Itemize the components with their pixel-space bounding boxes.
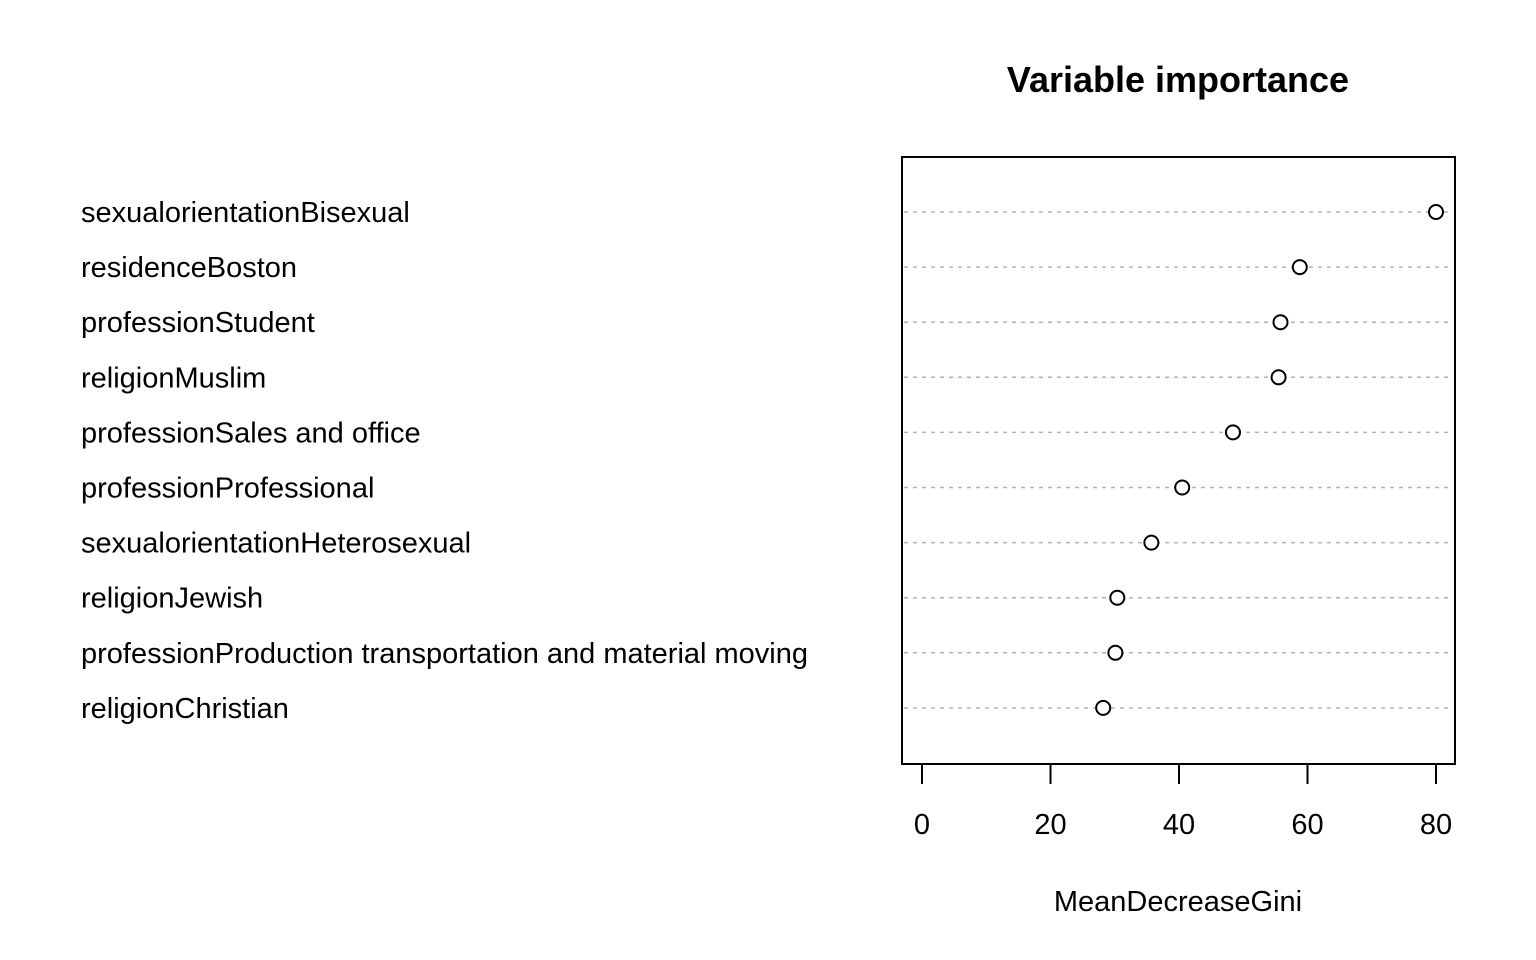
chart-title: Variable importance bbox=[1007, 59, 1349, 100]
data-point bbox=[1270, 369, 1287, 386]
x-axis-label: MeanDecreaseGini bbox=[1054, 886, 1302, 918]
x-tick-label: 40 bbox=[1163, 809, 1195, 841]
data-point bbox=[1291, 259, 1308, 276]
plot-frame bbox=[901, 156, 1456, 765]
variable-label: religionJewish bbox=[81, 583, 263, 615]
variable-label: religionMuslim bbox=[81, 362, 266, 394]
data-point bbox=[1428, 204, 1444, 220]
x-tick-label: 0 bbox=[914, 809, 930, 841]
data-point bbox=[1143, 534, 1160, 551]
x-axis: 0 20 40 60 80 bbox=[914, 763, 1452, 841]
data-point bbox=[1109, 589, 1126, 606]
data-point bbox=[1224, 424, 1241, 441]
data-point bbox=[1107, 644, 1124, 661]
variable-labels: sexualorientationBisexual residenceBoston… bbox=[81, 197, 808, 725]
variable-label: professionSales and office bbox=[81, 417, 421, 449]
data-points bbox=[1095, 204, 1444, 716]
x-tick-label: 80 bbox=[1420, 809, 1452, 841]
data-point bbox=[1174, 479, 1191, 496]
data-point bbox=[1095, 699, 1112, 716]
variable-label: professionProfessional bbox=[81, 473, 374, 505]
variable-label: religionChristian bbox=[81, 693, 289, 725]
variable-label: residenceBoston bbox=[81, 252, 297, 284]
guide-lines bbox=[904, 211, 1453, 709]
data-point bbox=[1272, 314, 1289, 331]
x-tick-label: 60 bbox=[1291, 809, 1323, 841]
variable-label: sexualorientationBisexual bbox=[81, 197, 410, 229]
variable-label: professionStudent bbox=[81, 307, 315, 339]
x-tick-label: 20 bbox=[1034, 809, 1066, 841]
variable-label: professionProduction transportation and … bbox=[81, 638, 808, 670]
variable-label: sexualorientationHeterosexual bbox=[81, 528, 471, 560]
